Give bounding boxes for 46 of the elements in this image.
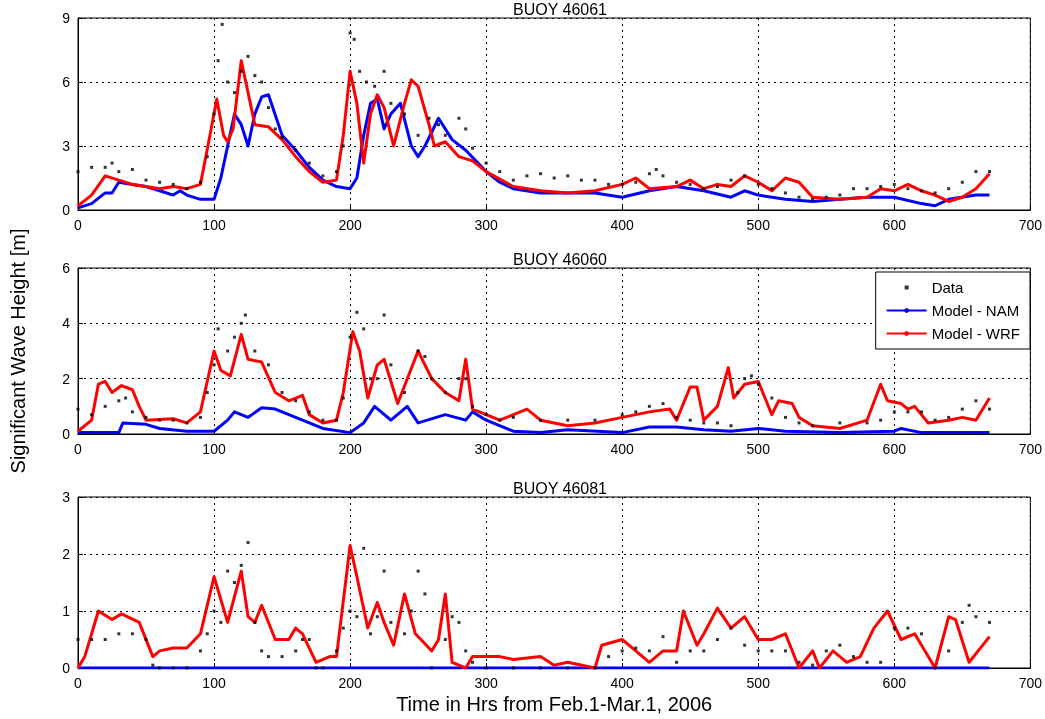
y-tick-label: 3: [62, 138, 71, 154]
y-tick-label: 6: [62, 260, 71, 276]
x-tick-label: 0: [74, 441, 83, 457]
legend-label: Model - WRF: [931, 325, 1021, 342]
x-tick-label: 200: [338, 441, 362, 457]
y-tick-label: 0: [62, 202, 71, 218]
y-tick-label: 9: [62, 10, 71, 26]
chart-title: BUOY 46060: [513, 250, 608, 268]
y-tick-label: 6: [62, 74, 71, 90]
y-tick-label: 3: [62, 489, 71, 505]
x-tick-label: 300: [474, 675, 499, 691]
x-tick-label: 700: [1018, 675, 1043, 691]
x-tick-label: 600: [882, 675, 907, 691]
x-tick-label: 600: [882, 217, 907, 233]
legend-label: Model - NAM: [931, 302, 1020, 319]
y-tick-label: 4: [62, 315, 71, 332]
line-series: [76, 404, 992, 435]
x-tick-label: 300: [474, 217, 499, 233]
x-tick-label: 500: [746, 217, 771, 233]
y-tick-label: 1: [62, 603, 71, 619]
x-tick-label: 400: [610, 441, 635, 457]
x-tick-label: 500: [746, 441, 771, 457]
line-series: [76, 59, 992, 208]
y-tick-label: 0: [62, 660, 71, 676]
x-tick-label: 300: [474, 441, 499, 457]
x-tick-label: 100: [202, 441, 226, 457]
x-tick-label: 400: [610, 217, 635, 233]
x-tick-label: 700: [1018, 441, 1043, 457]
y-tick-label: 0: [62, 426, 71, 442]
x-tick-label: 400: [610, 675, 635, 691]
x-tick-label: 100: [202, 675, 226, 691]
legend-label: Data: [931, 279, 964, 296]
x-tick-label: 600: [882, 441, 907, 457]
y-tick-label: 2: [62, 370, 71, 387]
y-axis-title: Significant Wave Height [m]: [7, 228, 29, 474]
x-tick-label: 200: [338, 675, 362, 691]
chart-title: BUOY 46061: [513, 0, 608, 18]
y-tick-label: 2: [62, 546, 71, 562]
x-tick-label: 0: [74, 217, 83, 233]
x-tick-label: 100: [202, 217, 226, 233]
x-tick-label: 700: [1018, 217, 1043, 233]
x-tick-label: 0: [74, 675, 83, 691]
chart-title: BUOY 46081: [513, 479, 608, 497]
x-tick-label: 500: [746, 675, 771, 691]
x-tick-label: 200: [338, 217, 362, 233]
x-axis-title: Time in Hrs from Feb.1-Mar.1, 2006: [396, 693, 713, 715]
